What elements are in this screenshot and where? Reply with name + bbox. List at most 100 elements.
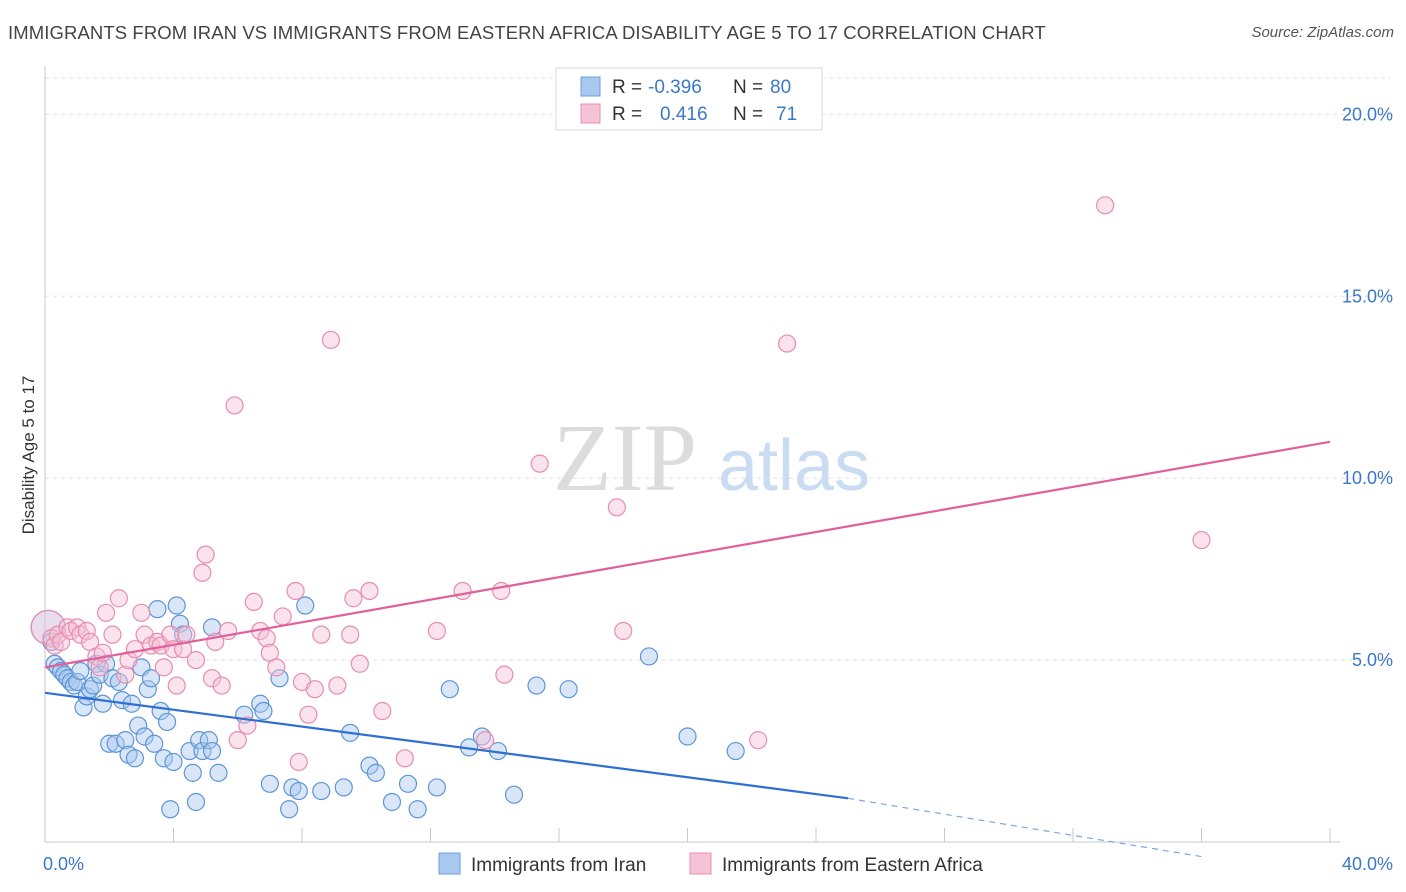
eastern-africa-point-41	[244, 592, 263, 611]
eastern-africa-point-16	[109, 589, 128, 608]
eastern-africa-point-72	[1192, 530, 1211, 550]
iran-point-61	[312, 781, 331, 801]
eastern-africa-point-40	[238, 716, 257, 735]
iran-point-49	[202, 741, 222, 761]
eastern-africa-point-25	[154, 658, 173, 677]
eastern-africa-point-64	[492, 581, 511, 601]
iran-point-34	[148, 600, 167, 619]
eastern-africa-point-51	[305, 680, 324, 699]
iran-point-10	[71, 661, 90, 681]
iran-point-77	[639, 647, 659, 666]
iran-point-32	[141, 669, 161, 688]
iran-point-45	[186, 792, 206, 812]
eastern-africa-point-39	[228, 731, 247, 750]
y-tick-label-2: 15.0%	[1342, 286, 1393, 306]
legend-r-label-iran: R =	[612, 77, 642, 98]
x-tick-labels: 0.0% 40.0%	[43, 854, 1393, 874]
iran-point-79	[726, 741, 745, 761]
watermark: ZIP atlas	[553, 404, 870, 511]
eastern-africa-point-68	[614, 621, 633, 641]
iran-point-14	[84, 676, 103, 695]
iran-point-33	[145, 734, 164, 753]
trend-line-iran-extension	[848, 797, 1202, 858]
iran-point-74	[504, 785, 524, 804]
trend-line-eastern-africa	[44, 440, 1331, 669]
iran-point-48	[199, 731, 218, 750]
gridlines	[45, 77, 1390, 661]
eastern-africa-point-52	[312, 625, 331, 644]
y-tick-label-0: 5.0%	[1352, 650, 1393, 670]
iran-point-17	[93, 694, 112, 713]
legend-n-value-eastern-africa: 71	[776, 104, 797, 125]
iran-point-78	[678, 727, 697, 746]
y-tick-label-1: 10.0%	[1342, 468, 1393, 488]
trend-lines	[44, 440, 1331, 858]
eastern-africa-point-9	[77, 621, 96, 641]
eastern-africa-point-50	[299, 705, 318, 724]
iran-point-56	[270, 669, 289, 688]
eastern-africa-point-56	[344, 589, 363, 608]
eastern-africa-point-55	[341, 625, 360, 644]
iran-point-69	[427, 778, 447, 797]
legend-r-value-iran: -0.396	[648, 77, 702, 98]
eastern-africa-point-54	[328, 676, 347, 695]
series-eastern-africa-points	[30, 196, 1211, 772]
iran-point-22	[109, 672, 128, 692]
eastern-africa-point-17	[116, 665, 135, 684]
bottom-legend-swatch-eastern-africa	[689, 852, 712, 875]
eastern-africa-point-32	[193, 563, 212, 582]
watermark-zip: ZIP	[553, 404, 697, 511]
eastern-africa-point-47	[286, 581, 305, 601]
eastern-africa-point-38	[225, 396, 244, 415]
legend-swatch-eastern-africa	[580, 103, 601, 124]
eastern-africa-point-19	[125, 640, 145, 659]
chart-title: IMMIGRANTS FROM IRAN VS IMMIGRANTS FROM …	[8, 22, 1046, 43]
legend: R = -0.396 N = 80 R = 0.416 N = 71	[555, 67, 823, 131]
iran-point-60	[296, 596, 315, 615]
iran-point-75	[527, 676, 546, 695]
iran-point-65	[366, 763, 385, 782]
axes	[44, 66, 1340, 843]
y-axis-label: Disability Age 5 to 17	[19, 376, 38, 535]
iran-point-21	[106, 734, 125, 753]
eastern-africa-point-60	[395, 749, 414, 768]
eastern-africa-point-57	[350, 654, 369, 673]
eastern-africa-point-63	[476, 731, 495, 750]
iran-point-39	[164, 752, 183, 772]
iran-point-36	[154, 749, 173, 768]
eastern-africa-point-45	[267, 658, 286, 677]
bottom-legend-label-iran: Immigrants from Iran	[471, 855, 646, 876]
iran-point-67	[398, 774, 418, 793]
eastern-africa-point-0	[30, 609, 66, 645]
bottom-legend: Immigrants from Iran Immigrants from Eas…	[438, 852, 983, 876]
eastern-africa-point-61	[427, 621, 447, 641]
eastern-africa-point-48	[289, 752, 308, 772]
iran-point-50	[209, 763, 228, 782]
legend-swatch-iran	[580, 76, 601, 97]
legend-n-label-iran: N =	[733, 77, 763, 98]
iran-point-46	[190, 731, 209, 750]
y-tick-labels: 5.0% 10.0% 15.0% 20.0%	[1342, 104, 1393, 670]
eastern-africa-point-34	[202, 669, 222, 688]
iran-point-28	[129, 716, 148, 735]
eastern-africa-point-58	[360, 581, 379, 601]
legend-n-label-eastern-africa: N =	[733, 104, 763, 125]
eastern-africa-point-70	[777, 334, 797, 353]
iran-point-24	[116, 731, 135, 750]
legend-n-value-iran: 80	[770, 77, 791, 98]
iran-point-38	[161, 800, 180, 819]
iran-point-37	[157, 712, 177, 732]
eastern-africa-point-15	[103, 625, 122, 644]
iran-point-40	[167, 596, 186, 615]
iran-point-54	[254, 701, 273, 721]
iran-point-47	[193, 741, 212, 761]
eastern-africa-point-66	[530, 454, 549, 473]
iran-point-70	[440, 680, 459, 699]
legend-r-value-eastern-africa: 0.416	[660, 104, 708, 125]
iran-point-44	[183, 763, 202, 782]
iran-point-55	[260, 774, 279, 793]
x-tick-label-1: 40.0%	[1342, 854, 1393, 874]
watermark-atlas: atlas	[718, 426, 870, 506]
trend-line-iran	[44, 691, 849, 800]
